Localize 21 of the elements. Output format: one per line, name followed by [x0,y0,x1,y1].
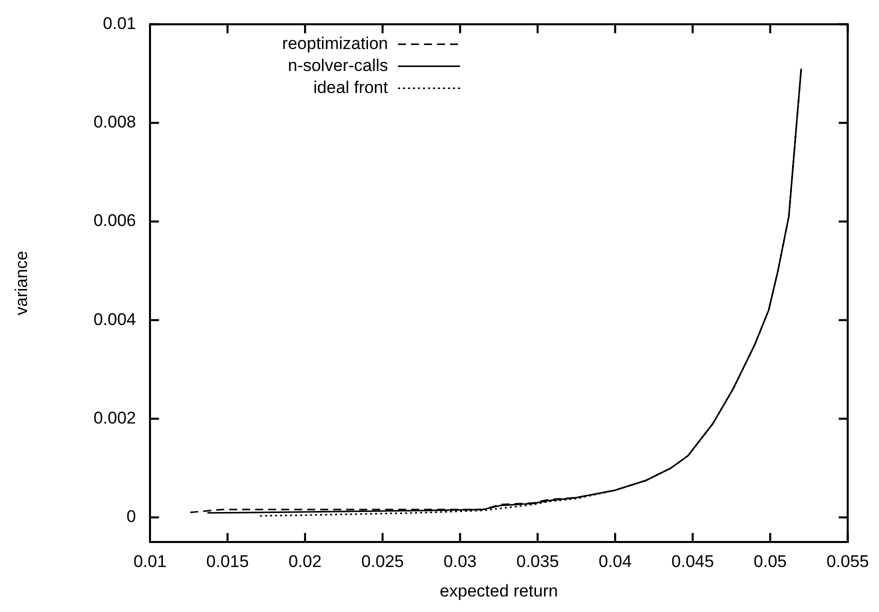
y-tick-label: 0.008 [93,112,136,132]
x-tick-label: 0.045 [671,552,714,571]
y-tick-label: 0 [126,507,136,526]
y-tick-label: 0.004 [93,310,136,329]
x-tick-label: 0.055 [826,552,870,571]
x-tick-label: 0.015 [206,552,249,571]
y-tick-label: 0.006 [93,211,136,230]
x-tick-label: 0.025 [361,552,404,571]
y-axis-title: variance [12,250,31,316]
x-tick-label: 0.02 [288,552,322,571]
legend-label: ideal front [313,78,388,97]
x-tick-label: 0.01 [133,552,167,571]
x-tick-label: 0.03 [444,552,477,571]
x-tick-label: 0.035 [516,552,559,571]
x-tick-label: 0.05 [754,552,787,571]
y-tick-label: 0.002 [93,408,136,428]
x-axis-title: expected return [440,581,558,600]
x-tick-label: 0.04 [598,552,632,571]
legend-label: n-solver-calls [288,56,388,75]
y-tick-label: 0.01 [102,14,136,33]
legend-label: reoptimization [282,34,388,53]
